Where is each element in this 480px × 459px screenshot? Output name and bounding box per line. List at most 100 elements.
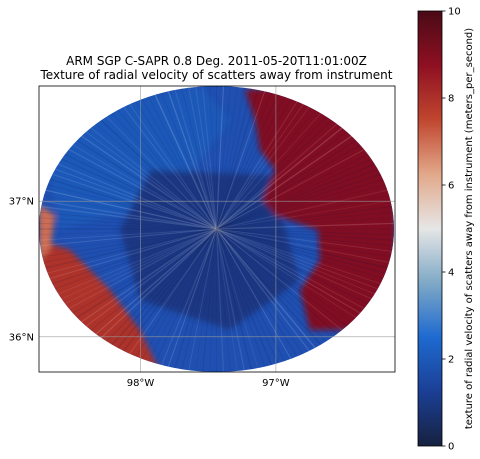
colorbar-tick-label: 2 (448, 355, 454, 366)
radar-ray-texture (69, 135, 217, 230)
radar-ray-texture (216, 199, 394, 230)
radar-ray-texture (216, 86, 261, 230)
radar-ray-texture (39, 204, 217, 230)
radar-ray-texture (216, 228, 232, 372)
radar-ray-texture (179, 228, 217, 372)
radar-ray-texture (216, 87, 282, 230)
radar-ray-texture (216, 86, 275, 230)
radar-ray-texture (216, 228, 394, 236)
radar-ray-texture (216, 155, 380, 230)
radar-ray-texture (65, 228, 217, 318)
radar-ray-texture (216, 228, 394, 276)
radar-ray-texture (216, 228, 261, 372)
radar-ray-texture (57, 228, 217, 308)
radar-ray-texture (172, 228, 218, 372)
radar-ray-texture (216, 92, 295, 230)
radar-ray-texture (112, 228, 218, 355)
radar-ray-texture (47, 165, 217, 230)
radar-ray-texture (216, 228, 327, 351)
radar-ray-texture (216, 204, 394, 230)
radar-ray-texture (172, 86, 218, 230)
radar-ray-texture (74, 130, 217, 230)
radar-ray-texture (216, 118, 344, 230)
radar-ray-texture (216, 222, 394, 230)
radar-ray-texture (39, 228, 217, 265)
radar-ray-texture (138, 228, 217, 366)
radar-ray-texture (216, 100, 315, 230)
radar-ray-texture (39, 228, 217, 236)
chart-title: ARM SGP C-SAPR 0.8 Deg. 2011-05-20T11:01… (66, 54, 367, 68)
radar-ray-texture (216, 216, 394, 230)
radar-ray-texture (39, 228, 217, 253)
radar-ray-texture (39, 182, 217, 230)
radar-ray-texture (201, 228, 217, 372)
radar-ray-texture (216, 182, 394, 230)
radar-ray-texture (201, 86, 218, 230)
radar-ray-texture (39, 222, 217, 230)
colorbar-tick-label: 10 (448, 7, 461, 18)
radar-ray-texture (39, 228, 217, 276)
radar-ray-texture (216, 228, 364, 323)
radar-ray-texture (216, 228, 333, 348)
radar-ray-texture (95, 228, 217, 344)
radar-ray-texture (215, 228, 321, 355)
radar-ray-texture (84, 122, 217, 230)
map-gridlines (39, 86, 395, 372)
radar-ray-texture (215, 228, 254, 372)
radar-ray-texture (100, 110, 217, 230)
radar-ray-texture (61, 145, 217, 230)
colorbar: 0 2 4 6 8 10 texture of radial velocity of sc… (417, 7, 475, 453)
radar-ray-texture (216, 228, 302, 364)
radar-region-west-rim (39, 205, 55, 260)
radar-ray-texture (216, 131, 359, 230)
radar-ray-texture (47, 228, 217, 293)
radar-ray-texture (194, 86, 218, 230)
radar-ray-texture (41, 176, 217, 230)
radar-ray-texture (50, 160, 217, 230)
radar-ray-texture (151, 228, 217, 371)
radar-ray-texture (158, 228, 218, 372)
radar-ray-texture (216, 228, 380, 303)
radar-ray-texture (216, 86, 247, 230)
radar-ray-texture (216, 228, 394, 259)
radar-ray-texture (44, 228, 217, 288)
radar-ray-texture (144, 90, 217, 230)
radar-ray-texture (216, 228, 349, 336)
radar-ray-texture (216, 228, 394, 242)
radar-ray-texture (216, 135, 364, 230)
y-tick-labels: 37°N 36°N (9, 197, 34, 344)
radar-ray-texture (65, 140, 217, 230)
radar-ray-texture (216, 86, 232, 230)
radar-ray-texture (41, 228, 217, 282)
colorbar-tick-label: 6 (448, 181, 454, 192)
radar-ray-texture (74, 228, 217, 328)
radar-ray-texture (216, 94, 302, 230)
radar-ray-texture (106, 228, 218, 351)
radar-ray-texture (216, 110, 333, 230)
radar-ray-texture (216, 228, 239, 372)
radar-ray-texture (179, 86, 218, 230)
radar-ray-texture (208, 86, 217, 230)
radar-ray-texture (216, 140, 368, 230)
radar-ray-texture (118, 100, 217, 230)
colorbar-label: texture of radial velocity of scatters a… (464, 28, 475, 429)
radar-ray-texture (112, 103, 217, 230)
radar-ray-texture (216, 114, 338, 230)
radar-ray-texture (79, 228, 217, 332)
radar-ray-texture (216, 228, 389, 287)
colorbar-tick-label: 4 (448, 268, 454, 279)
radar-ray-texture (216, 86, 239, 230)
radar-ray-texture (69, 228, 217, 323)
radar-ray-texture (186, 86, 217, 230)
radar-ray-texture (216, 86, 254, 230)
radar-ray-texture (61, 228, 217, 313)
radar-ray-texture (216, 228, 354, 332)
radar-ray-texture (216, 228, 392, 282)
radar-ray-texture (79, 126, 217, 230)
radar-ray-texture (216, 228, 394, 271)
colorbar-tick-label: 8 (448, 94, 454, 105)
y-tick-label: 36°N (9, 332, 34, 343)
radar-ray-texture (216, 228, 344, 340)
radar-ray-texture (216, 228, 394, 265)
radar-ray-texture (194, 228, 217, 372)
